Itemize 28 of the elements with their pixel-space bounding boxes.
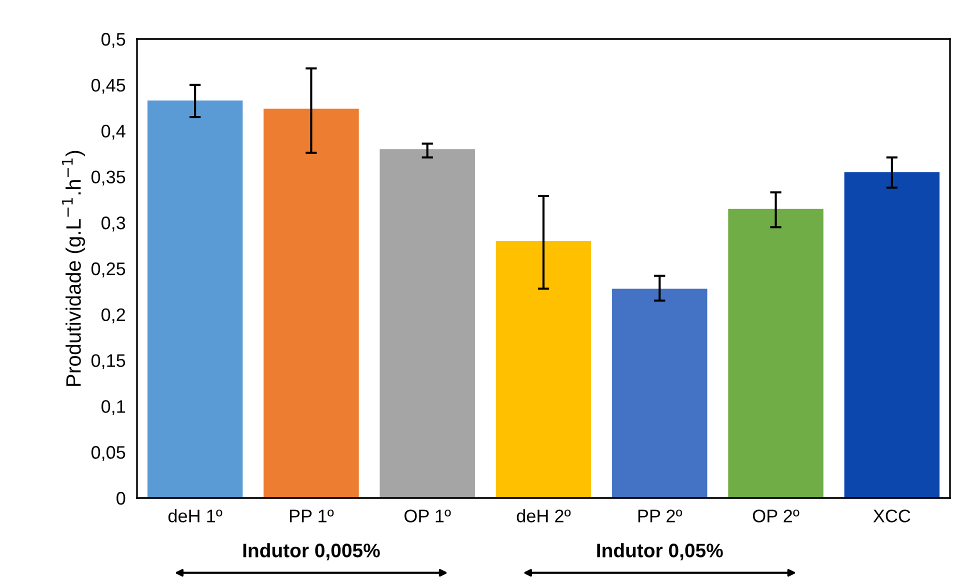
text: Indutor 0,05% bbox=[597, 543, 723, 560]
bar bbox=[264, 108, 359, 498]
y-tick-label: 0,35 bbox=[91, 170, 126, 186]
y-tick-label: 0,1 bbox=[101, 400, 126, 416]
y-tick-label: 0 bbox=[116, 492, 126, 505]
bar bbox=[380, 149, 475, 498]
y-tick-label: 0,3 bbox=[101, 216, 126, 232]
x-tick-label: XCC bbox=[873, 510, 910, 522]
bar bbox=[728, 208, 824, 498]
bar bbox=[844, 172, 940, 498]
x-tick-label: OP 2º bbox=[752, 510, 800, 522]
y-tick-label: 0,25 bbox=[91, 262, 126, 278]
y-tick-label: 0,45 bbox=[91, 78, 126, 94]
bar bbox=[496, 240, 592, 498]
y-tick-label: 0,05 bbox=[91, 446, 126, 461]
y-tick-label: 0,15 bbox=[91, 354, 126, 370]
text: Indutor 0,005% bbox=[243, 543, 380, 560]
x-tick-label: deH 2º bbox=[516, 509, 571, 522]
y-tick-label: 0,4 bbox=[101, 124, 126, 140]
bar bbox=[147, 100, 243, 498]
x-tick-label: deH 1º bbox=[168, 509, 222, 522]
x-tick-label: OP 1º bbox=[404, 510, 451, 522]
y-tick-label: 0,2 bbox=[101, 308, 125, 324]
y-axis-title: Produtividade (g.L$^{−1}$.h$^{−1}$) bbox=[62, 150, 85, 386]
x-tick-label: PP 1º bbox=[290, 510, 334, 522]
y-tick-label: 0,5 bbox=[101, 32, 126, 48]
bar bbox=[612, 288, 708, 498]
x-tick-label: PP 2º bbox=[638, 510, 682, 522]
